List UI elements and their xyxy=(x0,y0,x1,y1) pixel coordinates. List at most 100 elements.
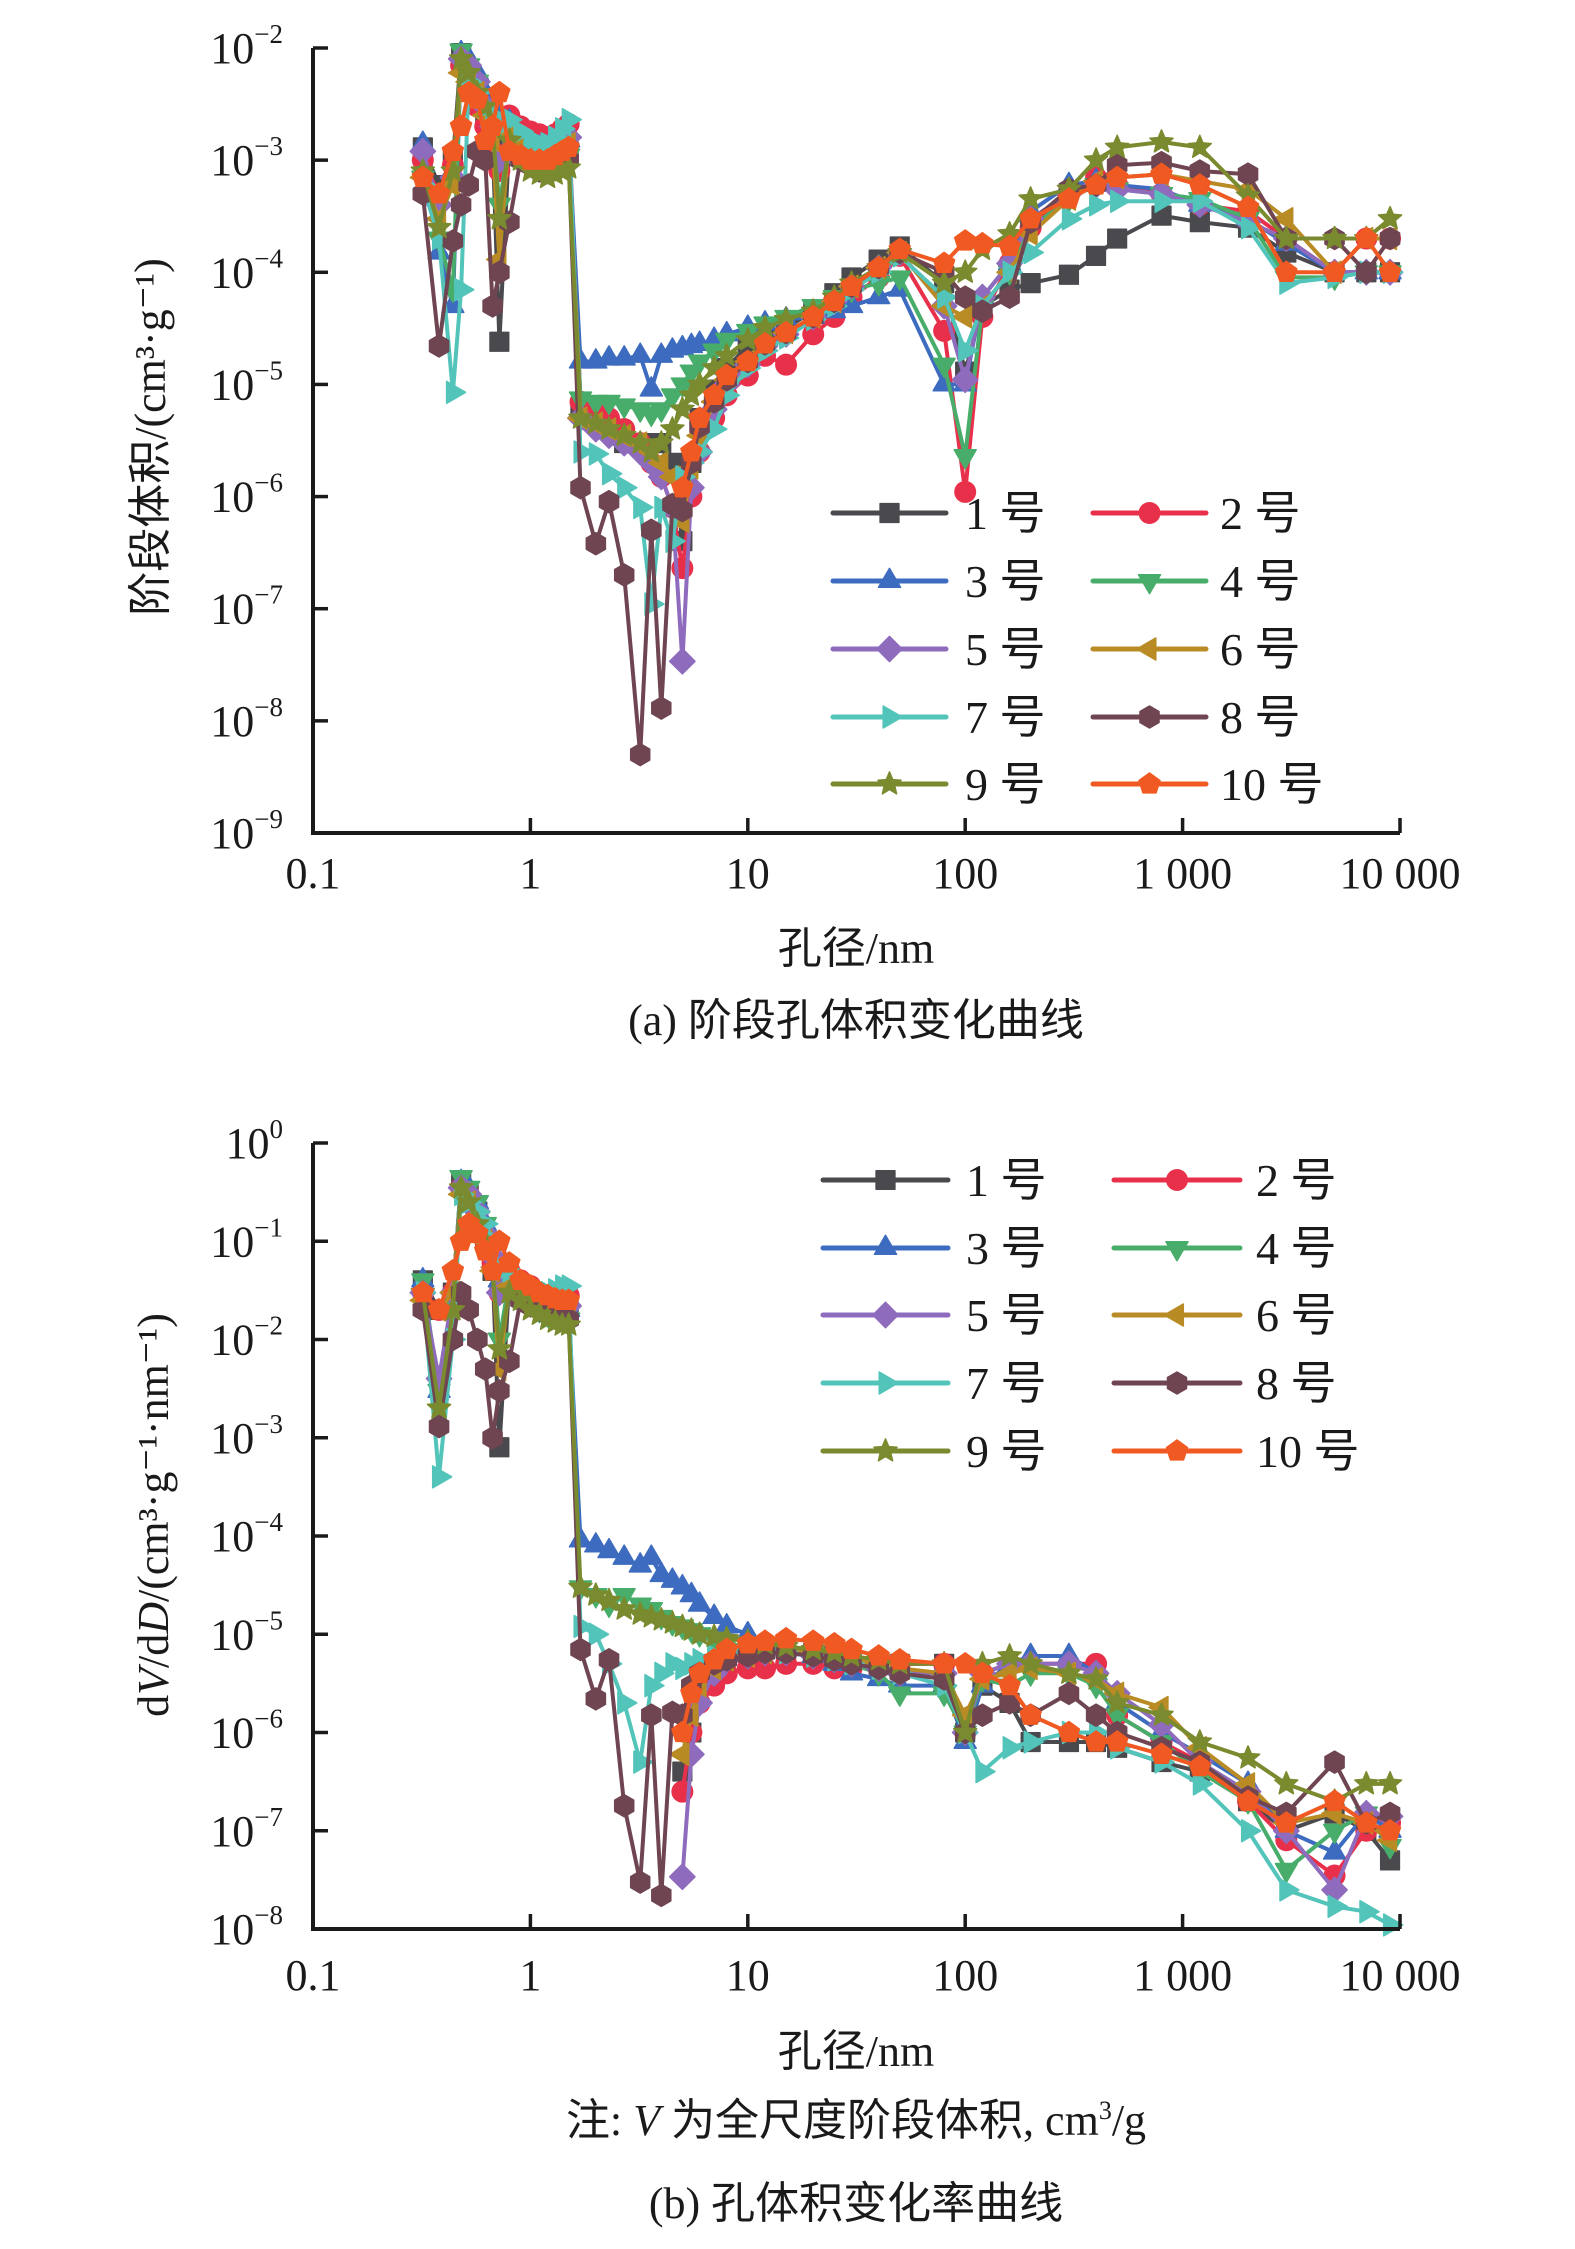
y-tick-base: 10 xyxy=(210,136,254,185)
y-tick-base: 10 xyxy=(210,248,254,297)
data-point xyxy=(932,251,956,274)
data-point xyxy=(775,353,798,376)
data-point xyxy=(774,1626,798,1649)
legend-entry-2: 2 号 xyxy=(1111,1155,1337,1206)
data-point xyxy=(687,1621,712,1645)
panel-b-axes xyxy=(311,1143,1400,1931)
data-point xyxy=(702,383,726,405)
note-part-italic: V xyxy=(633,2096,665,2145)
x-tick-label: 10 xyxy=(726,1951,770,2000)
data-point xyxy=(954,285,976,309)
data-point xyxy=(487,205,512,230)
legend-marker-icon xyxy=(878,1371,899,1395)
legend-entry-4: 4 号 xyxy=(1111,1223,1337,1274)
y-title-part: d xyxy=(129,1695,178,1717)
data-point xyxy=(1377,205,1403,230)
y-tick-exponent: −6 xyxy=(254,1704,283,1734)
data-point xyxy=(617,1691,638,1715)
data-point xyxy=(1085,245,1107,266)
legend-entry-7: 7 号 xyxy=(820,1358,1047,1409)
data-point xyxy=(498,1251,521,1273)
panel-b-caption: (b) 孔体积变化率曲线 xyxy=(649,2179,1063,2228)
data-point xyxy=(668,647,696,675)
data-point xyxy=(597,1537,621,1559)
panel-b-x-axis-title: 孔径/nm xyxy=(778,2027,934,2076)
x-tick-label: 0.1 xyxy=(286,1951,341,2000)
legend-label: 8 号 xyxy=(1256,1358,1337,1409)
data-point xyxy=(629,742,651,767)
data-point xyxy=(651,1883,672,1908)
data-point xyxy=(639,1544,664,1565)
y-tick-base: 10 xyxy=(210,585,254,634)
data-point xyxy=(489,260,510,285)
data-point xyxy=(1187,134,1213,158)
data-point xyxy=(411,1280,435,1303)
legend-marker-icon xyxy=(1166,1371,1188,1395)
data-point xyxy=(1272,207,1294,231)
legend-entry-2: 2 号 xyxy=(1090,488,1301,539)
data-point xyxy=(482,294,503,318)
legend-entry-1: 1 号 xyxy=(820,1155,1047,1206)
data-point xyxy=(1240,215,1262,240)
y-tick-exponent: −4 xyxy=(254,243,283,273)
data-point xyxy=(585,1687,607,1711)
data-point xyxy=(952,1719,978,1744)
legend-marker-icon xyxy=(876,635,903,663)
y-tick-label: 10−6 xyxy=(210,1704,283,1758)
legend-marker-icon xyxy=(882,705,903,729)
data-point xyxy=(999,285,1020,309)
y-tick-exponent: −5 xyxy=(254,355,283,385)
y-tick-base: 10 xyxy=(226,1119,270,1168)
legend-label: 10 号 xyxy=(1256,1426,1360,1477)
panel-b-plot-area xyxy=(409,1168,1404,1937)
data-point xyxy=(411,165,435,188)
data-point xyxy=(687,1591,712,1612)
data-point xyxy=(1061,207,1083,231)
x-tick-label: 10 000 xyxy=(1340,1951,1461,2000)
data-point xyxy=(1377,1771,1403,1795)
data-point xyxy=(556,1312,581,1336)
legend-entry-10: 10 号 xyxy=(1111,1426,1360,1477)
y-tick-label: 10−2 xyxy=(210,19,283,73)
data-point xyxy=(802,1629,825,1651)
data-point xyxy=(1150,162,1173,184)
y-title-part: /(cm³·g⁻¹·nm⁻¹) xyxy=(129,1313,178,1602)
data-point xyxy=(1085,1703,1107,1727)
legend-label: 4 号 xyxy=(1256,1223,1337,1274)
data-point xyxy=(774,320,798,343)
data-point xyxy=(971,231,994,254)
data-point xyxy=(427,1298,451,1320)
data-point xyxy=(641,1703,662,1727)
data-point xyxy=(972,299,993,323)
legend-marker-icon xyxy=(877,771,902,795)
data-point xyxy=(702,1603,726,1625)
y-tick-label: 10−2 xyxy=(210,1311,283,1365)
data-point xyxy=(971,1661,994,1683)
data-point xyxy=(753,1629,777,1651)
y-tick-base: 10 xyxy=(210,360,254,409)
legend-entry-5: 5 号 xyxy=(820,1290,1047,1341)
data-point xyxy=(474,1357,496,1381)
legend-marker-icon xyxy=(1165,1439,1189,1461)
data-point xyxy=(489,331,510,352)
data-point xyxy=(952,259,978,283)
series-8 xyxy=(412,1280,1401,1908)
data-point xyxy=(1019,1703,1042,1725)
data-point xyxy=(1089,193,1110,217)
data-point xyxy=(931,270,957,294)
y-tick-exponent: −7 xyxy=(254,580,283,610)
data-point xyxy=(888,270,912,291)
y-tick-label: 100 xyxy=(226,1114,284,1168)
panel-b-note: 注: V 为全尺度阶段体积, cm3/g xyxy=(566,2096,1146,2145)
note-part: /g xyxy=(1112,2096,1146,2145)
data-point xyxy=(840,1637,863,1660)
x-tick-label: 1 xyxy=(519,849,541,898)
note-part: 为全尺度阶段体积, cm xyxy=(660,2096,1099,2145)
x-tick-label: 10 000 xyxy=(1340,849,1461,898)
panel-a-y-axis-title: 阶段体积/(cm³·g⁻¹) xyxy=(126,258,175,616)
y-tick-label: 10−7 xyxy=(210,580,283,634)
series-line xyxy=(680,172,1392,489)
data-point xyxy=(628,342,652,363)
y-tick-label: 10−5 xyxy=(210,1605,283,1659)
